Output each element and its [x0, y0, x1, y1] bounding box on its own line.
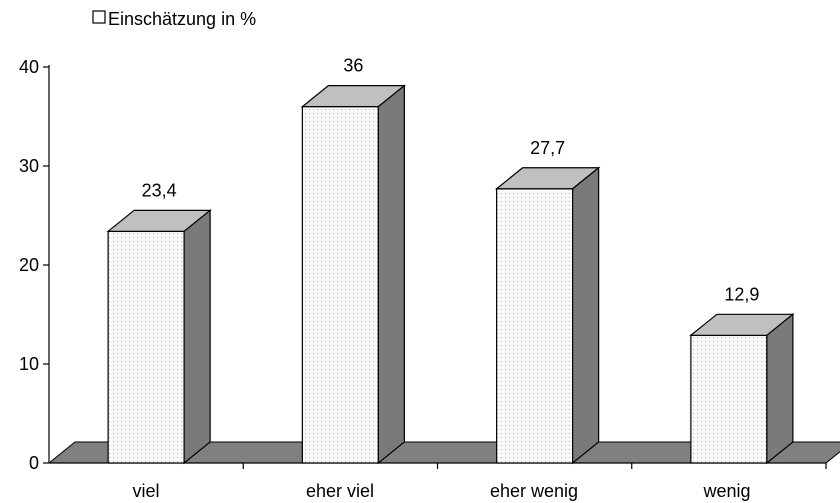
y-tick-label: 0	[29, 453, 39, 473]
bar-side	[377, 84, 405, 465]
data-label-eher-wenig: 27,7	[530, 138, 565, 158]
bar-front	[496, 188, 574, 464]
bar-front	[107, 230, 185, 464]
bar-side	[183, 209, 211, 465]
y-tick-label: 10	[19, 354, 39, 374]
legend-swatch	[92, 10, 106, 24]
category-label-eher-wenig: eher wenig	[490, 481, 578, 501]
category-label-wenig: wenig	[702, 481, 750, 501]
legend-label: Einschätzung in %	[108, 9, 256, 29]
bar-side	[766, 313, 794, 465]
bar-eher-viel	[300, 84, 407, 465]
data-label-eher-viel: 36	[343, 56, 363, 76]
y-tick-label: 30	[19, 156, 39, 176]
data-label-viel: 23,4	[142, 180, 177, 200]
bar-front	[690, 334, 768, 464]
category-label-viel: viel	[132, 481, 159, 501]
data-label-wenig: 12,9	[724, 284, 759, 304]
bar-side	[572, 166, 600, 465]
y-tick-label: 20	[19, 255, 39, 275]
y-tick-label: 40	[19, 57, 39, 77]
category-label-eher-viel: eher viel	[306, 481, 374, 501]
bar-viel	[106, 209, 212, 465]
bar-wenig	[689, 313, 795, 465]
bar-eher-wenig	[494, 166, 601, 465]
bar-front	[301, 105, 379, 464]
